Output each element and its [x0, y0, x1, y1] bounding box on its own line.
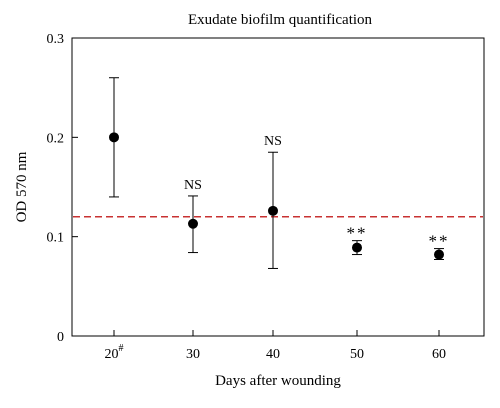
data-point	[188, 218, 198, 229]
x-tick-label: 40	[266, 347, 280, 362]
data-point	[268, 205, 278, 216]
data-point	[352, 242, 362, 253]
y-tick-label: 0.1	[47, 231, 65, 246]
x-tick-value: 50	[350, 347, 364, 362]
y-axis-label: OD 570 nm	[14, 151, 30, 222]
x-tick-superscript: #	[119, 343, 124, 354]
x-tick-value: 20	[105, 347, 119, 362]
data-point	[434, 249, 444, 260]
y-tick-label: 0	[57, 330, 64, 345]
plot-frame	[71, 37, 485, 337]
chart-title: Exudate biofilm quantification	[188, 12, 373, 28]
significance-label: **	[347, 224, 368, 243]
x-tick-label: 20#	[105, 343, 124, 362]
significance-label: NS	[264, 134, 282, 149]
data-point	[109, 132, 119, 143]
significance-label: **	[429, 232, 450, 251]
x-tick-value: 30	[186, 347, 200, 362]
x-tick-value: 60	[432, 347, 446, 362]
x-tick-label: 30	[186, 347, 200, 362]
x-tick-label: 60	[432, 347, 446, 362]
x-axis: 20# 30 40 50 60	[105, 330, 446, 362]
y-tick-label: 0.2	[47, 131, 65, 146]
y-tick-label: 0.3	[47, 32, 65, 47]
significance-label: NS	[184, 178, 202, 193]
x-tick-value: 40	[266, 347, 280, 362]
x-axis-label: Days after wounding	[215, 373, 341, 389]
x-tick-label: 50	[350, 347, 364, 362]
y-axis: 0 0.1 0.2 0.3	[47, 32, 78, 345]
data-points: NS NS ** **	[109, 77, 450, 269]
